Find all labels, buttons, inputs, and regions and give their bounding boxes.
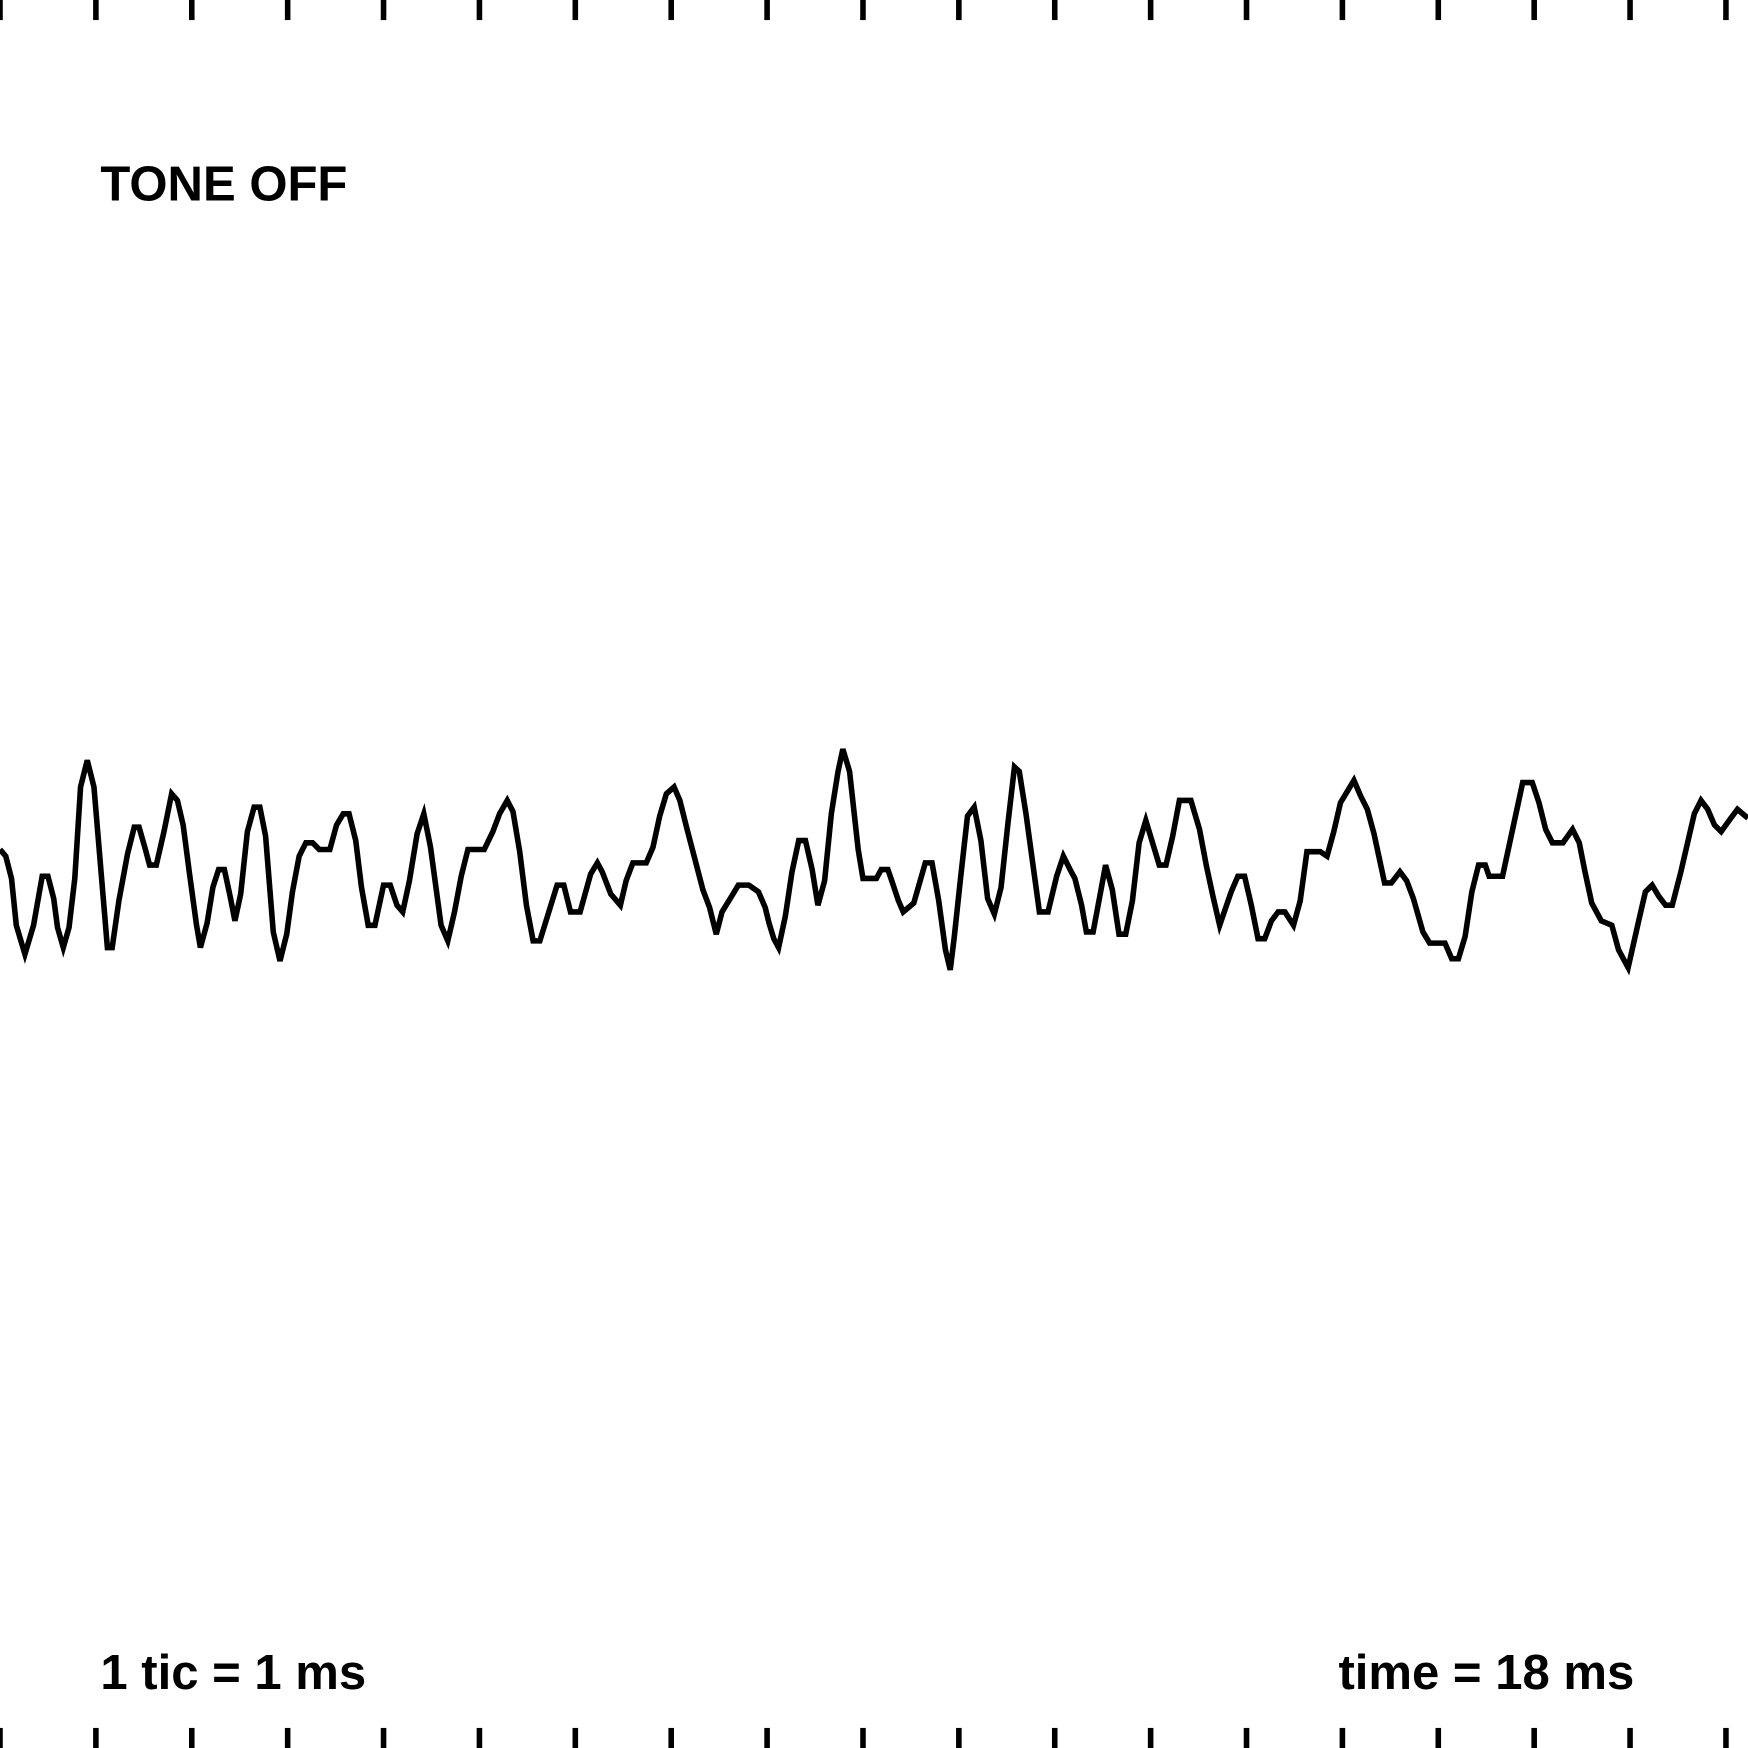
scale-note: 1 tic = 1 ms <box>100 1646 366 1700</box>
signal-trace <box>0 748 1748 976</box>
status-label: TONE OFF <box>100 158 347 212</box>
time-label: time = 18 ms <box>1338 1646 1634 1700</box>
